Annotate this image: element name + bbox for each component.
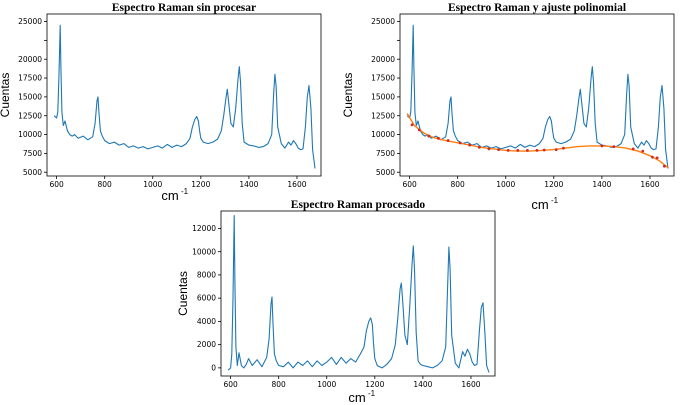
y-tick-label: 10000 bbox=[192, 247, 216, 256]
y-tick-label: 15000 bbox=[371, 92, 395, 101]
polynomial-fit-chart: Espectro Raman y ajuste polinomial 600 800… bbox=[341, 2, 675, 212]
x-tick-label: 800 bbox=[98, 180, 113, 189]
chart-title: Espectro Raman y ajuste polinomial bbox=[448, 2, 626, 14]
y-tick-label: 4000 bbox=[197, 317, 216, 326]
processed-spectrum-line bbox=[227, 215, 490, 373]
y-tick-label: 25000 bbox=[18, 17, 42, 26]
baseline-point bbox=[554, 148, 558, 152]
y-tick-label: 0 bbox=[211, 363, 216, 372]
x-tick-label: 800 bbox=[272, 380, 287, 389]
x-axis-label: cm bbox=[161, 188, 178, 203]
baseline-point bbox=[437, 136, 440, 140]
baseline-point bbox=[468, 143, 472, 147]
y-axis-label: Cuentas bbox=[0, 73, 12, 118]
processed-spectrum-chart: Espectro Raman procesado 600 800 1000 1200 14… bbox=[176, 199, 496, 405]
chart-title: Espectro Raman procesado bbox=[291, 199, 426, 211]
baseline-point bbox=[427, 134, 431, 138]
y-tick-label: 15000 bbox=[18, 92, 42, 101]
y-tick-label: 20000 bbox=[18, 55, 42, 64]
baseline-point bbox=[612, 145, 616, 149]
y-tick-label: 6000 bbox=[197, 294, 216, 303]
baseline-point bbox=[516, 148, 520, 152]
x-axis-label: cm bbox=[348, 390, 365, 405]
baseline-point bbox=[458, 141, 462, 145]
y-tick-label: 2000 bbox=[197, 340, 216, 349]
x-tick-label: 1000 bbox=[143, 180, 162, 189]
y-tick-label: 8000 bbox=[197, 271, 216, 280]
baseline-point bbox=[562, 146, 565, 150]
baseline-point bbox=[410, 123, 414, 127]
x-axis-label-superscript: -1 bbox=[551, 196, 559, 205]
x-axis-label-superscript: -1 bbox=[368, 389, 376, 398]
y-axis-label: Cuentas bbox=[176, 271, 190, 316]
baseline-points bbox=[410, 123, 666, 168]
x-tick-label: 1400 bbox=[239, 180, 258, 189]
x-tick-label: 1200 bbox=[191, 180, 210, 189]
baseline-point bbox=[631, 147, 635, 151]
y-tick-label: 7500 bbox=[23, 149, 42, 158]
baseline-point bbox=[600, 144, 604, 148]
y-tick-label: 10000 bbox=[18, 130, 42, 139]
x-tick-label: 600 bbox=[402, 180, 417, 189]
x-tick-label: 600 bbox=[49, 180, 64, 189]
baseline-point bbox=[506, 148, 510, 152]
y-axis-label: Cuentas bbox=[341, 73, 355, 118]
chart-title: Espectro Raman sin procesar bbox=[112, 2, 256, 14]
baseline-point bbox=[497, 148, 500, 152]
y-tick-label: 25000 bbox=[371, 17, 395, 26]
x-tick-label: 1000 bbox=[496, 180, 515, 189]
y-tick-label: 7500 bbox=[376, 149, 395, 158]
plot-frame bbox=[46, 13, 322, 177]
x-tick-label: 1200 bbox=[365, 380, 384, 389]
y-tick-label: 17500 bbox=[371, 74, 395, 83]
baseline-point bbox=[542, 148, 546, 152]
x-axis-label-superscript: -1 bbox=[181, 187, 189, 196]
spectrum-line bbox=[53, 24, 316, 169]
y-tick-label: 10000 bbox=[371, 130, 395, 139]
x-tick-label: 1600 bbox=[461, 380, 480, 389]
x-tick-label: 1000 bbox=[317, 380, 336, 389]
baseline-point bbox=[446, 139, 450, 142]
plot-frame bbox=[220, 210, 496, 377]
y-tick-label: 12000 bbox=[192, 224, 216, 233]
y-tick-label: 20000 bbox=[371, 55, 395, 64]
x-tick-label: 1400 bbox=[413, 380, 432, 389]
baseline-point bbox=[641, 149, 645, 153]
baseline-point bbox=[417, 128, 421, 132]
plot-frame bbox=[399, 13, 675, 177]
y-tick-label: 12500 bbox=[371, 111, 395, 120]
x-tick-label: 1400 bbox=[592, 180, 611, 189]
baseline-point bbox=[535, 148, 539, 152]
y-tick-label: 5000 bbox=[23, 168, 42, 177]
y-tick-label: 5000 bbox=[376, 168, 395, 177]
y-tick-label: 17500 bbox=[18, 74, 42, 83]
polynomial-fit-line bbox=[406, 113, 669, 169]
baseline-point bbox=[662, 164, 666, 168]
baseline-point bbox=[487, 147, 491, 151]
x-tick-label: 1600 bbox=[287, 180, 306, 189]
x-tick-label: 800 bbox=[451, 180, 466, 189]
x-tick-label: 1200 bbox=[544, 180, 563, 189]
x-axis-label: cm bbox=[531, 197, 548, 212]
baseline-point bbox=[525, 148, 529, 152]
baseline-point bbox=[477, 145, 481, 149]
baseline-point bbox=[655, 156, 659, 160]
x-tick-label: 600 bbox=[223, 380, 238, 389]
y-tick-label: 12500 bbox=[18, 111, 42, 120]
x-tick-label: 1600 bbox=[640, 180, 659, 189]
baseline-point bbox=[650, 155, 654, 159]
raw-spectrum-chart: Espectro Raman sin procesar 600 800 1000 120… bbox=[0, 2, 322, 203]
spectrum-line bbox=[406, 24, 669, 169]
